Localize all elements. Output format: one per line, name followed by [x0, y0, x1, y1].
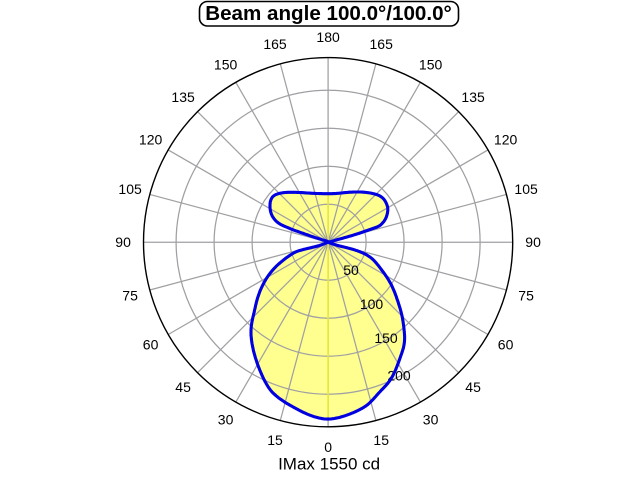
- svg-text:60: 60: [143, 337, 159, 353]
- svg-text:135: 135: [461, 89, 485, 105]
- svg-text:105: 105: [118, 181, 142, 197]
- svg-text:90: 90: [115, 234, 131, 250]
- svg-text:180: 180: [316, 29, 340, 45]
- svg-text:75: 75: [518, 287, 534, 303]
- svg-text:90: 90: [525, 234, 541, 250]
- svg-text:45: 45: [175, 379, 191, 395]
- svg-text:30: 30: [218, 412, 234, 428]
- svg-text:15: 15: [267, 432, 283, 448]
- svg-text:IMax 1550 cd: IMax 1550 cd: [278, 455, 380, 474]
- svg-text:45: 45: [465, 379, 481, 395]
- svg-text:Beam angle 100.0°/100.0°: Beam angle 100.0°/100.0°: [205, 2, 452, 25]
- svg-text:150: 150: [374, 330, 398, 346]
- svg-text:165: 165: [370, 36, 394, 52]
- svg-text:105: 105: [514, 181, 538, 197]
- svg-text:120: 120: [494, 132, 518, 148]
- svg-text:60: 60: [498, 337, 514, 353]
- svg-text:150: 150: [419, 57, 443, 73]
- svg-text:30: 30: [423, 412, 439, 428]
- svg-text:0: 0: [324, 439, 332, 455]
- svg-text:50: 50: [343, 262, 359, 278]
- svg-text:100: 100: [360, 296, 384, 312]
- svg-text:150: 150: [214, 57, 238, 73]
- svg-text:165: 165: [263, 36, 287, 52]
- svg-text:135: 135: [171, 89, 195, 105]
- svg-text:75: 75: [122, 287, 138, 303]
- svg-text:15: 15: [373, 432, 389, 448]
- svg-text:120: 120: [139, 132, 163, 148]
